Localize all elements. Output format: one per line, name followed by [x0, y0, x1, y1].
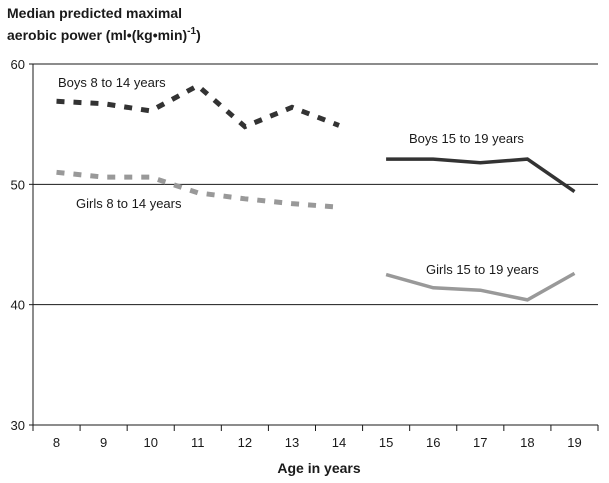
grid-lines [33, 63, 598, 306]
x-tick-label: 10 [143, 435, 157, 450]
x-tick-label: 9 [100, 435, 107, 450]
x-tick-label: 8 [53, 435, 60, 450]
y-tick-label: 50 [11, 177, 25, 192]
x-tick-label: 15 [379, 435, 393, 450]
x-tick-label: 17 [473, 435, 487, 450]
y-tick-label: 30 [11, 418, 25, 433]
x-tick-label: 19 [567, 435, 581, 450]
chart-title-line-2-sup: -1 [187, 26, 196, 37]
y-tick-labels: 30 40 50 60 [11, 57, 25, 433]
series-line-0 [56, 82, 340, 130]
chart-title-line-2-end: ) [196, 27, 201, 43]
series-line-2 [386, 157, 576, 194]
x-tick-label: 11 [191, 435, 205, 450]
x-axis-label: Age in years [277, 460, 360, 476]
series-label-boys-15-19: Boys 15 to 19 years [409, 131, 524, 146]
series-label-boys-8-14: Boys 8 to 14 years [58, 75, 166, 90]
x-tick-labels: 8 9 10 11 12 13 14 15 16 17 18 19 [53, 435, 582, 450]
series-label-girls-8-14: Girls 8 to 14 years [76, 196, 182, 211]
series-line-3 [385, 271, 576, 302]
axes [29, 63, 599, 431]
y-tick-label: 60 [11, 57, 25, 72]
x-tick-label: 13 [285, 435, 299, 450]
chart-title-line-1: Median predicted maximal [7, 5, 182, 21]
x-tick-label: 16 [426, 435, 440, 450]
x-tick-label: 14 [332, 435, 346, 450]
x-tick-label: 12 [238, 435, 252, 450]
x-tick-label: 18 [520, 435, 534, 450]
series-line-1 [56, 169, 340, 210]
series-lines [56, 82, 576, 302]
y-tick-label: 40 [11, 298, 25, 313]
chart-title-line-2-base: aerobic power (ml•(kg•min) [7, 27, 187, 43]
chart-title-line-2: aerobic power (ml•(kg•min)-1) [7, 26, 201, 43]
series-label-girls-15-19: Girls 15 to 19 years [426, 262, 539, 277]
